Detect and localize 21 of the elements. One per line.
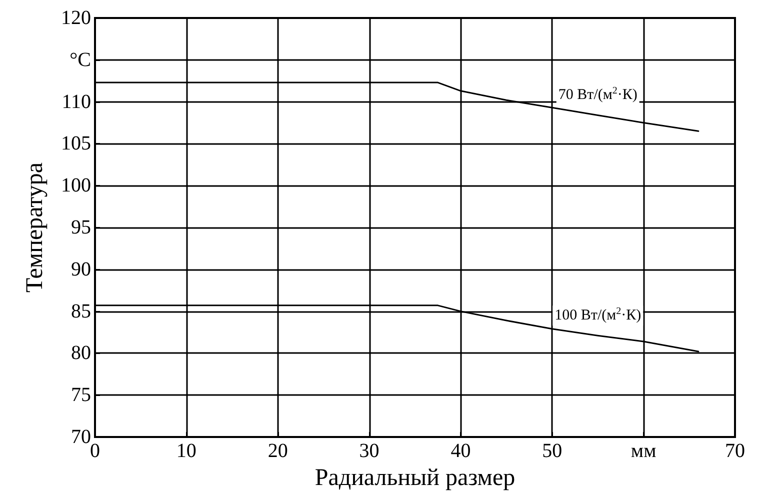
y-tick-label: 105 [61,132,91,155]
x-tick-label: 10 [176,440,196,462]
x-tick-label: 50 [542,440,562,462]
y-tick-label: 100 [61,174,91,197]
y-tick-label: 70 [71,426,91,448]
x-tick-label: 0 [90,440,100,462]
y-tick-label: 95 [71,216,91,238]
y-tick-label: 75 [71,384,91,406]
y-tick-label: 120 [61,7,91,29]
y-tick-label: 110 [62,90,91,113]
x-tick-label: 40 [450,440,471,462]
x-axis-title: Радиальный размер [314,464,516,491]
y-tick-label: 90 [71,258,91,280]
y-tick-label: °C [70,48,91,71]
y-axis-title: Температура [22,162,48,292]
y-tick-label: 85 [71,300,91,322]
x-tick-label: 20 [268,440,288,462]
y-tick-label: 80 [71,342,91,364]
x-tick-label: мм [630,440,657,462]
x-tick-label: 70 [725,440,745,462]
x-tick-label: 30 [359,440,380,462]
